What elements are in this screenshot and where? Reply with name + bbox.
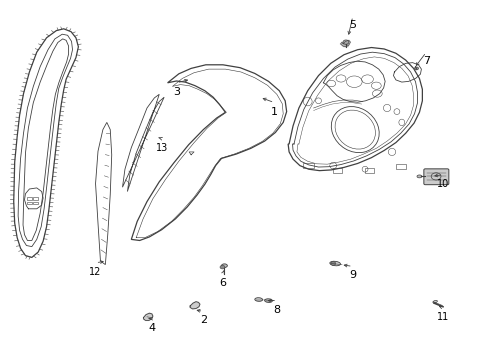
Text: 13: 13 bbox=[156, 143, 168, 153]
Ellipse shape bbox=[221, 264, 227, 267]
Ellipse shape bbox=[433, 300, 438, 303]
Bar bbox=[333, 168, 342, 173]
Circle shape bbox=[220, 265, 225, 269]
Bar bbox=[365, 168, 374, 173]
Bar bbox=[303, 163, 314, 168]
Bar bbox=[396, 164, 406, 169]
Circle shape bbox=[343, 40, 349, 44]
Text: 11: 11 bbox=[437, 312, 450, 322]
Bar bbox=[27, 202, 32, 204]
Text: 9: 9 bbox=[349, 270, 356, 280]
Polygon shape bbox=[341, 40, 350, 47]
Text: 10: 10 bbox=[437, 179, 450, 189]
Text: 5: 5 bbox=[349, 20, 356, 30]
Text: 4: 4 bbox=[148, 323, 155, 333]
FancyBboxPatch shape bbox=[424, 169, 449, 185]
Text: 7: 7 bbox=[423, 56, 430, 66]
Circle shape bbox=[415, 67, 418, 70]
Ellipse shape bbox=[330, 261, 341, 266]
Text: 6: 6 bbox=[220, 278, 226, 288]
Text: 3: 3 bbox=[173, 87, 180, 97]
Text: 2: 2 bbox=[200, 315, 207, 325]
Ellipse shape bbox=[265, 299, 272, 302]
Bar bbox=[33, 202, 38, 204]
Circle shape bbox=[331, 262, 336, 265]
Ellipse shape bbox=[255, 298, 263, 301]
Polygon shape bbox=[190, 302, 200, 309]
Text: 8: 8 bbox=[273, 305, 280, 315]
Ellipse shape bbox=[417, 175, 422, 178]
Polygon shape bbox=[144, 313, 153, 320]
Bar bbox=[27, 197, 32, 200]
Text: 12: 12 bbox=[89, 267, 102, 277]
Text: 1: 1 bbox=[271, 107, 278, 117]
Bar bbox=[33, 197, 38, 200]
